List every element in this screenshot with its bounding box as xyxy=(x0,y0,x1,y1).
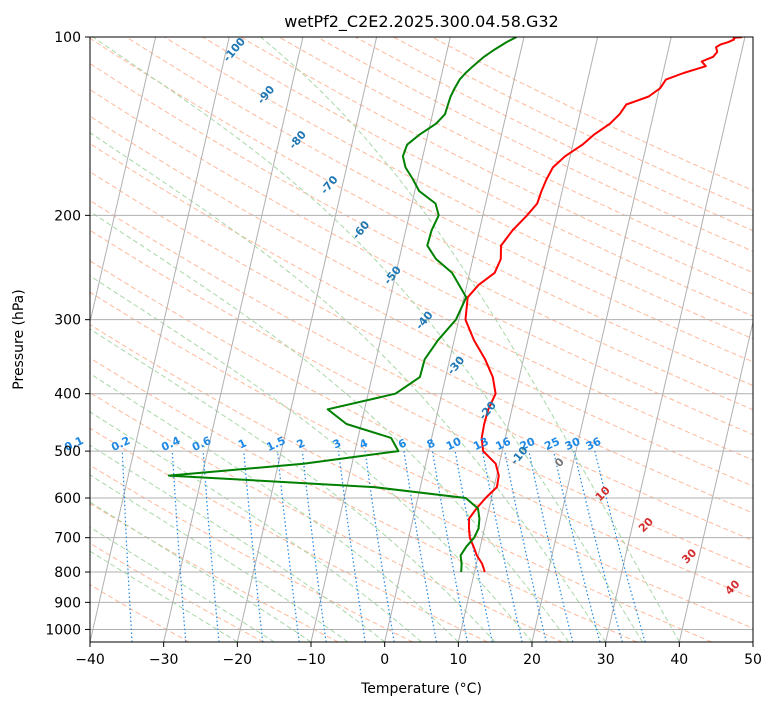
isotherm-line xyxy=(310,37,451,642)
x-tick-label: 10 xyxy=(449,652,467,668)
mixing-ratio-line xyxy=(337,451,366,642)
dry-adiabat-line xyxy=(90,62,753,411)
moist-adiabat-line xyxy=(90,474,349,642)
dry-adiabat-line xyxy=(240,37,753,295)
y-axis-title: Pressure (hPa) xyxy=(11,289,27,389)
y-tick-label: 500 xyxy=(54,444,81,460)
dry-adiabat-line xyxy=(90,503,339,642)
mixing-ratio-label: 10 xyxy=(444,435,464,453)
x-tick-label: 30 xyxy=(597,652,615,668)
x-tick-label: −20 xyxy=(223,652,253,668)
moist-adiabat-line xyxy=(90,328,496,642)
y-tick-label: 700 xyxy=(54,531,81,547)
isotherm-line xyxy=(163,37,304,642)
isotherm-line xyxy=(90,37,230,642)
mixing-ratio-line xyxy=(243,451,264,642)
mixing-ratio-line xyxy=(301,451,327,642)
x-tick-label: −30 xyxy=(149,652,179,668)
x-axis-title: Temperature (°C) xyxy=(360,681,482,697)
moist-adiabat-line xyxy=(92,37,643,642)
mixing-ratio-line xyxy=(481,450,523,642)
mixing-ratio-line xyxy=(553,450,601,642)
plot-frame xyxy=(89,36,754,643)
y-tick-label: 600 xyxy=(54,491,81,507)
mixing-ratio-line xyxy=(276,451,300,642)
mixing-ratio-line xyxy=(573,450,623,642)
mixing-ratio-label: 30 xyxy=(563,435,583,453)
temperature-profile-line xyxy=(464,37,743,573)
dry-adiabat-line xyxy=(90,171,753,514)
moist-adiabat-line xyxy=(90,444,385,642)
isotherm-line xyxy=(90,37,157,325)
isotherm-line xyxy=(678,319,753,642)
mixing-ratio-line xyxy=(431,451,469,642)
moist-adiabat-line xyxy=(90,411,422,642)
isotherm-line xyxy=(605,37,746,642)
mixing-ratio-label: 16 xyxy=(494,435,514,453)
y-tick-label: 100 xyxy=(54,30,81,46)
background-lines xyxy=(90,37,753,642)
mixing-ratio-line xyxy=(528,450,574,642)
moist-adiabat-line xyxy=(90,210,570,642)
x-tick-label: 50 xyxy=(744,652,762,668)
y-tick-label: 200 xyxy=(54,208,81,224)
dry-adiabat-line xyxy=(126,37,753,363)
mixing-ratio-line xyxy=(364,451,395,642)
mixing-ratio-line xyxy=(504,450,547,642)
dry-adiabat-line xyxy=(90,199,753,542)
mixing-ratio-label: 25 xyxy=(542,435,561,453)
mixing-ratio-label: 36 xyxy=(584,435,604,453)
dry-adiabat-line xyxy=(90,427,488,642)
dewpoint-profile-line xyxy=(167,37,518,573)
x-tick-label: 40 xyxy=(670,652,688,668)
dry-adiabat-line xyxy=(202,37,753,317)
y-tick-label: 1000 xyxy=(45,622,81,638)
y-tick-label: 800 xyxy=(54,565,81,581)
moist-adiabat-line xyxy=(90,550,238,642)
mixing-ratio-label: 13 xyxy=(471,435,490,453)
y-tick-label: 300 xyxy=(54,313,81,329)
moist-adiabat-line xyxy=(260,37,680,642)
isotherm-line xyxy=(384,37,525,642)
y-tick-label: 900 xyxy=(54,595,81,611)
dry-adiabat-line xyxy=(164,37,753,340)
dry-adiabat-line xyxy=(90,229,753,570)
dry-adiabat-line xyxy=(90,392,563,642)
dry-adiabat-line xyxy=(90,584,190,642)
moist-adiabat-line xyxy=(90,132,607,642)
mixing-ratio-label: 20 xyxy=(518,435,538,453)
axes: −40 −30 −20 −10 0 10 20 30 40 50 100 200 300 400 500 60… xyxy=(45,30,762,668)
isotherm-line xyxy=(531,37,672,642)
mixing-ratio-line xyxy=(454,450,493,642)
plot-background xyxy=(90,37,753,642)
isotherm-line xyxy=(457,37,599,642)
mixing-ratio-line xyxy=(594,450,646,642)
dry-adiabat-line xyxy=(90,37,753,387)
chart-title: wetPf2_C2E2.2025.300.04.58.G32 xyxy=(284,12,558,32)
isotherm-line xyxy=(236,37,378,642)
x-tick-label: −10 xyxy=(296,652,326,668)
dry-adiabat-line xyxy=(90,291,753,629)
series-layer xyxy=(167,37,743,573)
y-tick-label: 400 xyxy=(54,387,81,403)
x-tick-label: 20 xyxy=(523,652,541,668)
dry-adiabat-line xyxy=(90,143,753,487)
x-tick-label: −40 xyxy=(75,652,105,668)
x-tick-label: 0 xyxy=(380,652,389,668)
mixing-ratio-line xyxy=(202,451,220,642)
